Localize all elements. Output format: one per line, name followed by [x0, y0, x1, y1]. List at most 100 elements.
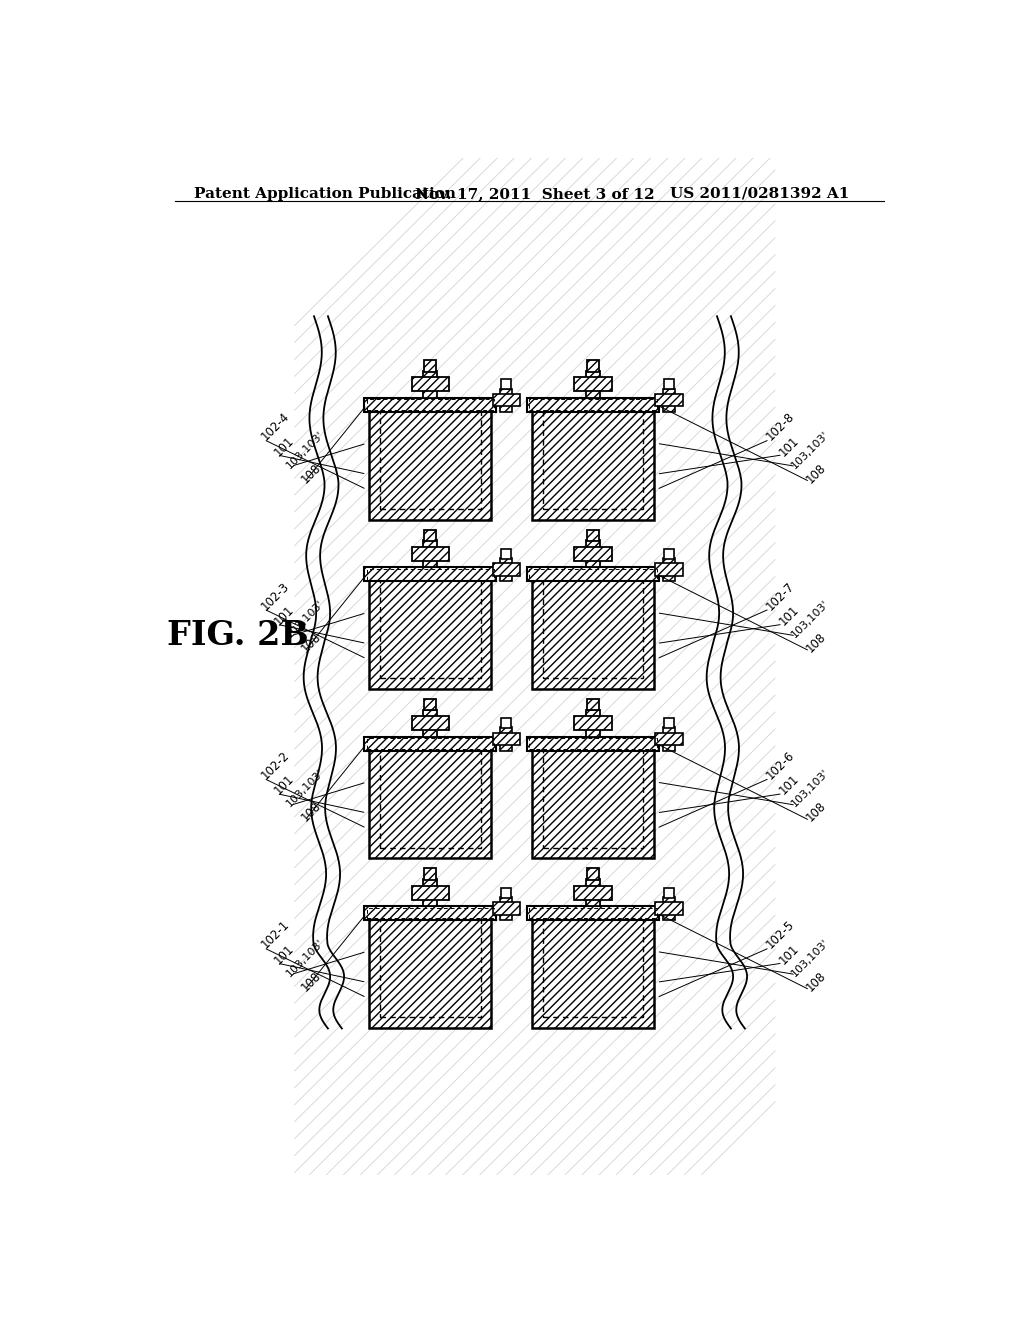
- Bar: [365, 397, 496, 412]
- Bar: [586, 710, 600, 737]
- Text: 108: 108: [804, 630, 828, 655]
- Bar: [367, 908, 494, 919]
- Bar: [543, 409, 643, 508]
- Bar: [655, 733, 683, 744]
- Bar: [587, 529, 599, 541]
- Bar: [412, 717, 449, 730]
- Bar: [543, 578, 643, 678]
- Bar: [586, 371, 600, 397]
- Bar: [500, 558, 512, 581]
- Bar: [380, 747, 480, 847]
- Bar: [655, 564, 683, 576]
- Bar: [412, 546, 449, 561]
- Bar: [501, 887, 511, 898]
- Text: 103,103': 103,103': [790, 937, 831, 978]
- Bar: [380, 747, 480, 847]
- Bar: [424, 360, 436, 372]
- Bar: [501, 549, 511, 558]
- Bar: [424, 869, 436, 880]
- Bar: [527, 568, 658, 581]
- Bar: [380, 578, 480, 678]
- Bar: [493, 395, 520, 407]
- Bar: [423, 710, 437, 737]
- Bar: [365, 397, 496, 412]
- Bar: [369, 737, 492, 858]
- Bar: [412, 886, 449, 899]
- Bar: [493, 733, 520, 744]
- Bar: [424, 700, 436, 710]
- Bar: [664, 887, 674, 898]
- Bar: [655, 395, 683, 407]
- Text: 103,103': 103,103': [285, 937, 326, 978]
- Bar: [543, 578, 643, 678]
- Bar: [493, 564, 520, 576]
- Bar: [664, 379, 674, 389]
- Bar: [543, 747, 643, 847]
- Bar: [367, 738, 494, 748]
- Bar: [574, 886, 611, 899]
- Text: 101: 101: [271, 772, 296, 797]
- Bar: [369, 906, 492, 1028]
- Bar: [586, 540, 600, 568]
- Bar: [380, 917, 480, 1016]
- Bar: [663, 558, 675, 581]
- Bar: [369, 397, 492, 520]
- Bar: [655, 564, 683, 576]
- Bar: [380, 409, 480, 508]
- Bar: [493, 903, 520, 915]
- Text: 103,103': 103,103': [285, 429, 326, 470]
- Bar: [369, 568, 492, 689]
- Text: 101: 101: [776, 603, 802, 628]
- Text: 108: 108: [804, 969, 828, 994]
- Bar: [655, 395, 683, 407]
- Bar: [380, 409, 480, 508]
- Bar: [531, 737, 654, 858]
- Bar: [423, 540, 437, 568]
- Bar: [574, 717, 611, 730]
- Bar: [529, 569, 656, 579]
- Bar: [423, 710, 437, 737]
- Bar: [529, 400, 656, 411]
- Bar: [412, 886, 449, 899]
- Bar: [543, 917, 643, 1016]
- Bar: [574, 546, 611, 561]
- Bar: [543, 917, 643, 1016]
- Bar: [531, 906, 654, 1028]
- Text: 101: 101: [776, 772, 802, 797]
- Bar: [500, 388, 512, 412]
- Text: 108: 108: [804, 461, 828, 486]
- Text: 102-6: 102-6: [764, 748, 797, 781]
- Bar: [586, 540, 600, 568]
- Bar: [424, 360, 436, 372]
- Bar: [500, 727, 512, 751]
- Text: 103,103': 103,103': [790, 429, 831, 470]
- Bar: [501, 718, 511, 729]
- Text: 101: 101: [776, 434, 802, 459]
- Bar: [543, 578, 643, 678]
- Bar: [423, 879, 437, 906]
- Bar: [412, 717, 449, 730]
- Bar: [664, 549, 674, 558]
- Bar: [423, 540, 437, 568]
- Bar: [501, 718, 511, 729]
- Bar: [663, 558, 675, 581]
- Bar: [586, 710, 600, 737]
- Bar: [531, 397, 654, 520]
- Bar: [365, 737, 496, 751]
- Text: US 2011/0281392 A1: US 2011/0281392 A1: [671, 187, 850, 201]
- Bar: [531, 397, 654, 520]
- Bar: [531, 568, 654, 689]
- Bar: [527, 568, 658, 581]
- Bar: [493, 564, 520, 576]
- Bar: [586, 371, 600, 397]
- Bar: [587, 360, 599, 372]
- Bar: [529, 738, 656, 748]
- Bar: [663, 896, 675, 920]
- Text: 102-8: 102-8: [764, 411, 797, 444]
- Bar: [365, 737, 496, 751]
- Text: 101: 101: [271, 603, 296, 628]
- Bar: [527, 906, 658, 920]
- Bar: [500, 896, 512, 920]
- Bar: [365, 906, 496, 920]
- Text: 108: 108: [299, 461, 324, 486]
